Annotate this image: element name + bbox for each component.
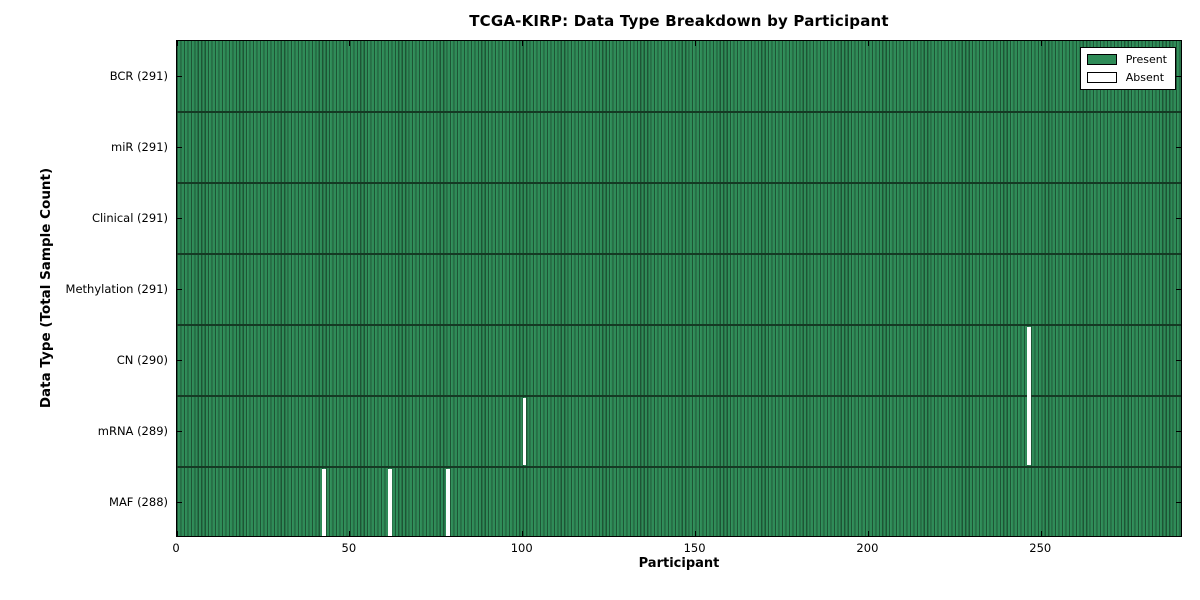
y-tick-mark bbox=[177, 360, 182, 361]
plot-area: Present Absent bbox=[176, 40, 1182, 537]
x-tick-label: 50 bbox=[341, 541, 357, 555]
row-divider bbox=[177, 466, 1181, 468]
x-tick-mark bbox=[695, 531, 697, 536]
absent-marker bbox=[387, 469, 392, 536]
absent-marker bbox=[322, 469, 326, 536]
absent-marker bbox=[522, 398, 527, 465]
row-divider bbox=[177, 182, 1181, 184]
y-tick-mark bbox=[177, 502, 182, 503]
chart-title: TCGA-KIRP: Data Type Breakdown by Partic… bbox=[469, 12, 889, 30]
y-tick-label: MAF (288) bbox=[109, 494, 168, 509]
x-tick-mark bbox=[349, 531, 351, 536]
x-tick-label: 150 bbox=[683, 541, 706, 555]
y-tick-label: Methylation (291) bbox=[65, 281, 168, 296]
y-tick-mark bbox=[177, 147, 182, 148]
x-tick-mark bbox=[349, 41, 351, 46]
row-divider bbox=[177, 111, 1181, 113]
y-tick-mark bbox=[1176, 502, 1181, 503]
x-tick-mark bbox=[867, 41, 869, 46]
present-swatch bbox=[1086, 54, 1117, 65]
x-tick-mark bbox=[176, 41, 178, 46]
x-tick-mark bbox=[1040, 531, 1042, 536]
y-tick-label: mRNA (289) bbox=[97, 423, 168, 438]
y-tick-mark bbox=[177, 289, 182, 290]
row-divider bbox=[177, 395, 1181, 397]
y-tick-mark bbox=[177, 218, 182, 219]
x-tick-mark bbox=[522, 41, 524, 46]
y-tick-mark bbox=[1176, 218, 1181, 219]
legend-label-absent: Absent bbox=[1125, 71, 1165, 84]
y-tick-mark bbox=[1176, 360, 1181, 361]
legend-item-present: Present bbox=[1086, 53, 1167, 66]
x-tick-mark bbox=[867, 531, 869, 536]
x-tick-mark bbox=[695, 41, 697, 46]
absent-marker bbox=[1027, 327, 1032, 465]
y-tick-mark bbox=[1176, 431, 1181, 432]
absent-swatch bbox=[1086, 72, 1117, 83]
x-tick-label: 250 bbox=[1029, 541, 1052, 555]
y-tick-mark bbox=[1176, 76, 1181, 77]
y-tick-mark bbox=[1176, 289, 1181, 290]
x-axis-title: Participant bbox=[638, 556, 720, 571]
y-tick-label: Clinical (291) bbox=[91, 210, 168, 225]
absent-marker bbox=[446, 469, 451, 536]
legend: Present Absent bbox=[1079, 47, 1176, 90]
legend-label-present: Present bbox=[1125, 53, 1167, 66]
x-tick-mark bbox=[1040, 41, 1042, 46]
row-divider bbox=[177, 324, 1181, 326]
y-tick-label: CN (290) bbox=[116, 352, 168, 367]
y-tick-mark bbox=[1176, 147, 1181, 148]
x-tick-mark bbox=[176, 531, 178, 536]
y-tick-label: miR (291) bbox=[111, 139, 168, 154]
x-tick-label: 200 bbox=[856, 541, 879, 555]
x-tick-label: 0 bbox=[172, 541, 180, 555]
y-tick-mark bbox=[177, 431, 182, 432]
row-divider bbox=[177, 253, 1181, 255]
y-tick-mark bbox=[177, 76, 182, 77]
x-tick-label: 100 bbox=[510, 541, 533, 555]
legend-item-absent: Absent bbox=[1086, 71, 1167, 84]
y-tick-label: BCR (291) bbox=[109, 68, 168, 83]
x-tick-mark bbox=[522, 531, 524, 536]
